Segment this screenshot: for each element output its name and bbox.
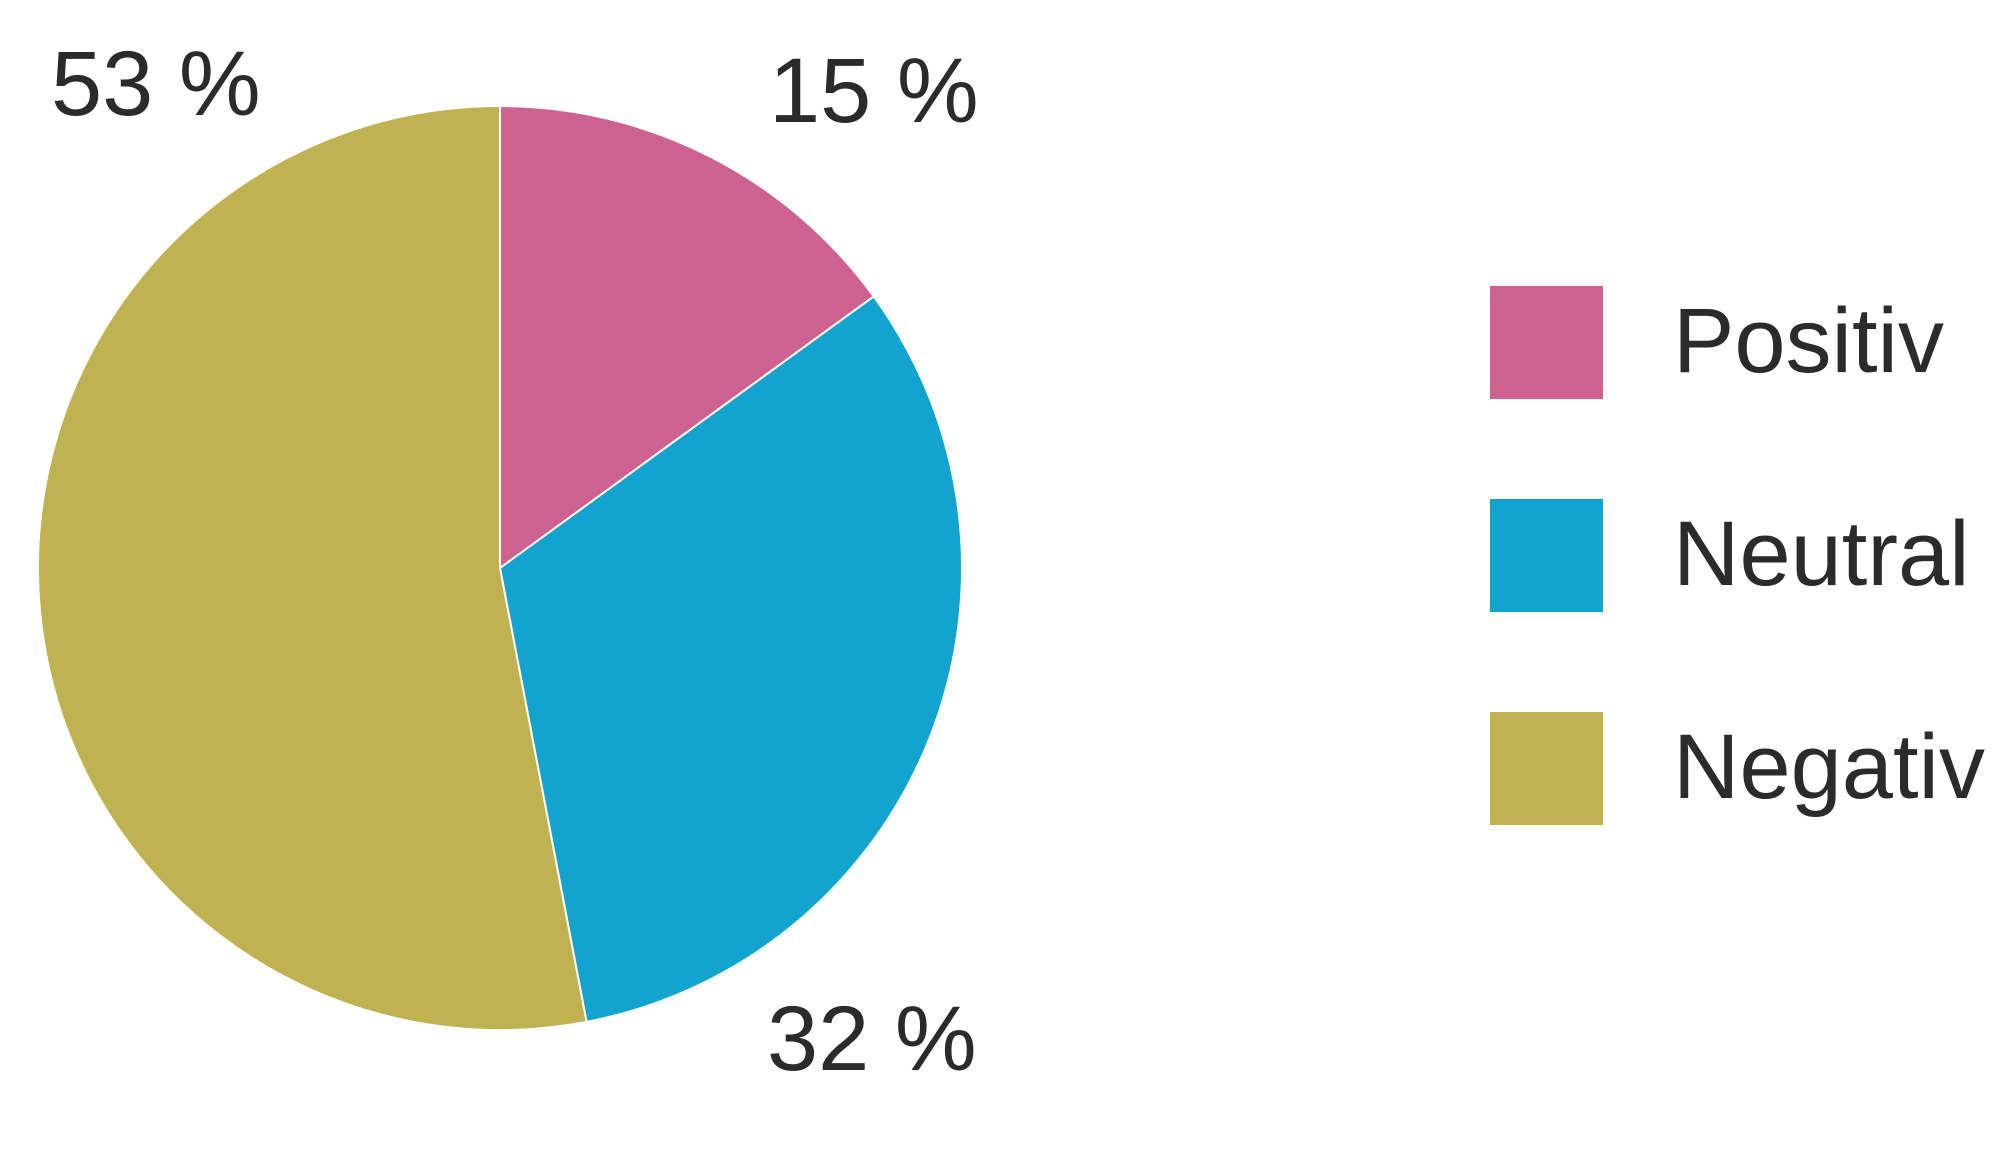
data-label-positiv: 15 %: [769, 40, 979, 142]
legend-label-negativ: Negativ: [1673, 716, 1985, 818]
pie-slices: [37, 104, 963, 1031]
data-label-negativ: 53 %: [51, 33, 261, 135]
legend-label-positiv: Positiv: [1673, 290, 1944, 392]
pie-slice-positiv: [499, 104, 876, 570]
data-label-neutral: 32 %: [767, 988, 977, 1090]
legend-label-neutral: Neutral: [1673, 503, 1970, 605]
legend-swatch-neutral: [1490, 499, 1603, 612]
legend-swatch-negativ: [1490, 712, 1603, 825]
pie-slice-neutral: [498, 295, 963, 1023]
legend-swatch-positiv: [1490, 286, 1603, 399]
pie-slice-negativ: [37, 104, 588, 1031]
legend: Positiv Neutral Negativ: [1490, 286, 1985, 825]
